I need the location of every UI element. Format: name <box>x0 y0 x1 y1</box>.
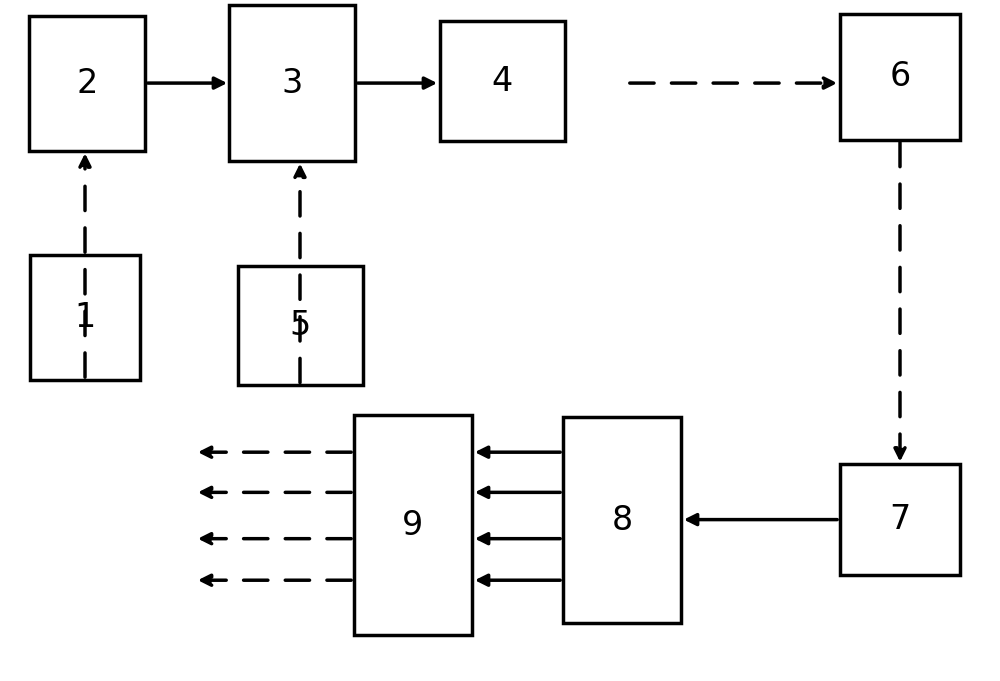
FancyBboxPatch shape <box>30 255 140 380</box>
Text: 3: 3 <box>281 67 303 99</box>
FancyBboxPatch shape <box>840 464 960 575</box>
Text: 1: 1 <box>74 301 96 334</box>
FancyBboxPatch shape <box>29 16 144 151</box>
FancyBboxPatch shape <box>563 417 681 623</box>
Text: 4: 4 <box>491 65 513 97</box>
FancyBboxPatch shape <box>354 415 472 635</box>
Text: 6: 6 <box>889 61 911 93</box>
FancyBboxPatch shape <box>840 14 960 140</box>
Text: 5: 5 <box>289 309 311 342</box>
Text: 2: 2 <box>76 67 98 99</box>
FancyBboxPatch shape <box>440 21 564 141</box>
FancyBboxPatch shape <box>238 266 362 385</box>
Text: 7: 7 <box>889 503 911 536</box>
FancyBboxPatch shape <box>229 5 354 161</box>
Text: 9: 9 <box>402 509 424 541</box>
Text: 8: 8 <box>611 504 633 537</box>
